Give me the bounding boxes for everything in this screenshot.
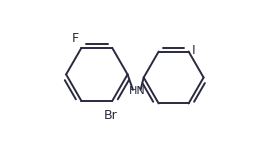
Text: I: I [192, 44, 196, 57]
Text: F: F [72, 32, 79, 45]
Text: HN: HN [128, 86, 145, 95]
Text: Br: Br [104, 109, 118, 122]
